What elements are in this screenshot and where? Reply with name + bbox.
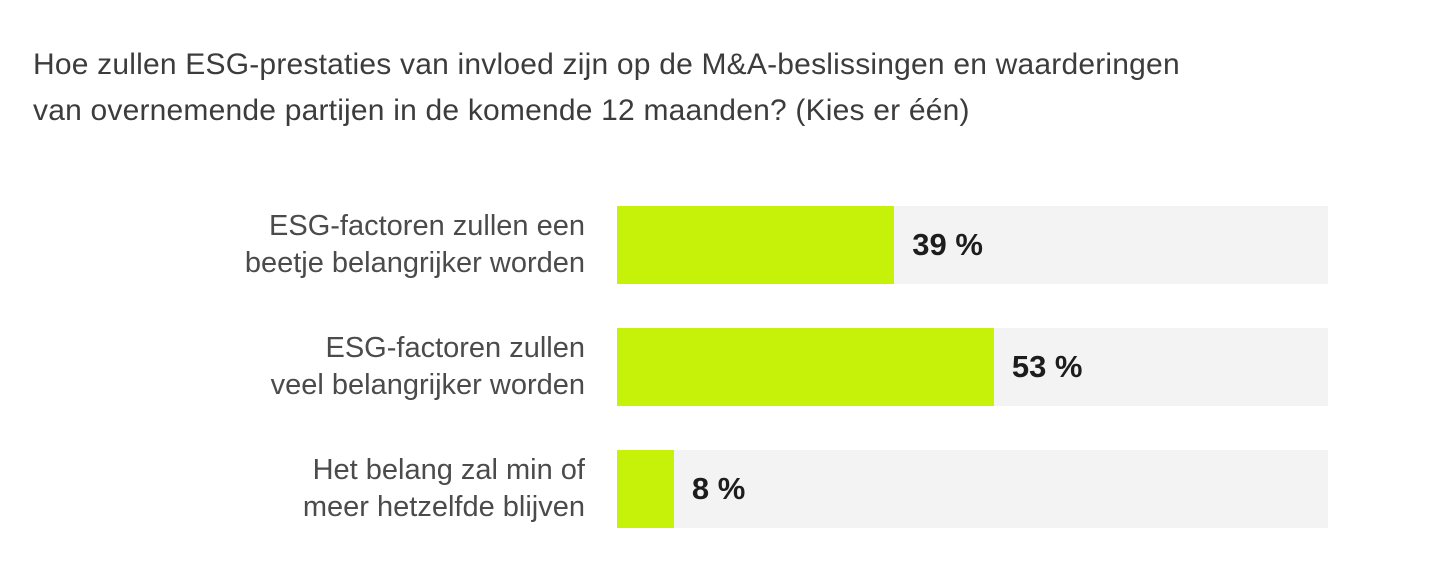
category-label-3-line-2: meer hetzelfde blijven: [302, 491, 585, 523]
bar-value-label-1: 39 %: [912, 227, 983, 262]
bar-fill-2: [617, 328, 994, 406]
bar-fill-3: [617, 450, 674, 528]
category-label-1: ESG-factoren zullen een beetje belangrij…: [0, 208, 585, 282]
category-label-1-line-2: beetje belangrijker worden: [244, 247, 585, 279]
bar-track-1: 39 %: [617, 206, 1328, 284]
category-label-2-line-1: ESG-factoren zullen: [325, 332, 585, 364]
bar-row-1: ESG-factoren zullen een beetje belangrij…: [0, 206, 1330, 284]
chart-title: Hoe zullen ESG-prestaties van invloed zi…: [33, 42, 1180, 134]
chart-title-line-2: van overnemende partijen in de komende 1…: [33, 94, 970, 127]
category-label-3-line-1: Het belang zal min of: [312, 454, 585, 486]
category-label-1-line-1: ESG-factoren zullen een: [269, 210, 585, 242]
chart-title-line-1: Hoe zullen ESG-prestaties van invloed zi…: [33, 48, 1180, 81]
category-label-3: Het belang zal min of meer hetzelfde bli…: [0, 452, 585, 526]
bar-row-3: Het belang zal min of meer hetzelfde bli…: [0, 450, 1330, 528]
category-label-2: ESG-factoren zullen veel belangrijker wo…: [0, 330, 585, 404]
bar-row-2: ESG-factoren zullen veel belangrijker wo…: [0, 328, 1330, 406]
bar-track-3: 8 %: [617, 450, 1328, 528]
bar-fill-1: [617, 206, 895, 284]
bar-value-label-3: 8 %: [691, 471, 746, 506]
bar-chart: ESG-factoren zullen een beetje belangrij…: [0, 206, 1330, 528]
bar-value-label-2: 53 %: [1011, 349, 1083, 384]
category-label-2-line-2: veel belangrijker worden: [270, 369, 585, 401]
bar-track-2: 53 %: [617, 328, 1328, 406]
